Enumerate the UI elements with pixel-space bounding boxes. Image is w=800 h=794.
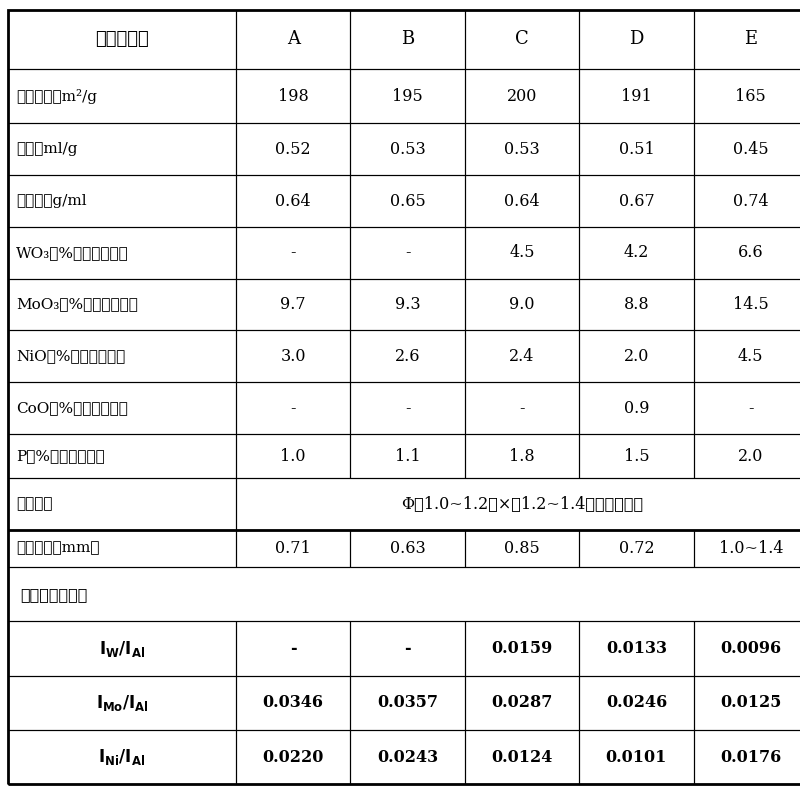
Text: 3.0: 3.0 [281, 348, 306, 365]
Text: $\mathbf{I_{Mo}/I_{Al}}$: $\mathbf{I_{Mo}/I_{Al}}$ [95, 693, 149, 713]
Text: 1.1: 1.1 [394, 448, 421, 464]
Text: 催化剂编号: 催化剂编号 [95, 30, 149, 48]
Text: -: - [290, 245, 296, 261]
Text: -: - [519, 399, 525, 417]
Text: 0.52: 0.52 [275, 141, 311, 158]
Text: 孔容，ml/g: 孔容，ml/g [16, 142, 78, 156]
Text: 8.8: 8.8 [623, 296, 650, 313]
Text: 壳层厚度（mm）: 壳层厚度（mm） [16, 542, 99, 556]
Text: 6.6: 6.6 [738, 245, 764, 261]
Text: B: B [401, 30, 414, 48]
Text: 0.53: 0.53 [390, 141, 426, 158]
Text: -: - [290, 399, 296, 417]
Text: 0.65: 0.65 [390, 193, 426, 210]
Text: 9.3: 9.3 [394, 296, 421, 313]
Text: D: D [630, 30, 643, 48]
Text: 0.0357: 0.0357 [377, 695, 438, 711]
Text: NiO，%（质量分数）: NiO，%（质量分数） [16, 349, 126, 364]
Text: 14.5: 14.5 [733, 296, 769, 313]
Text: -: - [405, 399, 410, 417]
Text: $\mathbf{I_{Ni}/I_{Al}}$: $\mathbf{I_{Ni}/I_{Al}}$ [98, 747, 146, 767]
Text: 0.0346: 0.0346 [262, 695, 324, 711]
Text: $\mathbf{I_{W}/I_{Al}}$: $\mathbf{I_{W}/I_{Al}}$ [99, 638, 145, 658]
Text: 1.0: 1.0 [281, 448, 306, 464]
Text: 0.85: 0.85 [504, 540, 540, 557]
Text: E: E [744, 30, 758, 48]
Text: 0.0243: 0.0243 [377, 749, 438, 765]
Text: 0.0133: 0.0133 [606, 640, 667, 657]
Text: 200: 200 [507, 87, 537, 105]
Text: 0.0176: 0.0176 [720, 749, 782, 765]
Text: 0.53: 0.53 [504, 141, 540, 158]
Text: 0.51: 0.51 [618, 141, 654, 158]
Text: Φ（1.0~1.2）×（1.2~1.4）四叶草挤条: Φ（1.0~1.2）×（1.2~1.4）四叶草挤条 [401, 495, 643, 512]
Text: -: - [404, 640, 411, 657]
Text: -: - [748, 399, 754, 417]
Text: 0.67: 0.67 [618, 193, 654, 210]
Text: A: A [286, 30, 300, 48]
Text: -: - [405, 245, 410, 261]
Text: 4.5: 4.5 [738, 348, 763, 365]
Text: 195: 195 [392, 87, 423, 105]
Text: 0.63: 0.63 [390, 540, 426, 557]
Text: 0.0101: 0.0101 [606, 749, 667, 765]
Text: 0.45: 0.45 [733, 141, 769, 158]
Text: -: - [290, 640, 297, 657]
Text: 2.4: 2.4 [510, 348, 534, 365]
Text: WO₃，%（质量分数）: WO₃，%（质量分数） [16, 246, 129, 260]
Text: MoO₃，%（质量分数）: MoO₃，%（质量分数） [16, 298, 138, 311]
Text: 9.0: 9.0 [510, 296, 534, 313]
Text: 0.9: 0.9 [624, 399, 649, 417]
Text: P，%（质量分数）: P，%（质量分数） [16, 449, 105, 463]
Text: 0.0125: 0.0125 [720, 695, 782, 711]
Text: 0.0246: 0.0246 [606, 695, 667, 711]
Text: 0.74: 0.74 [733, 193, 769, 210]
Text: 0.0159: 0.0159 [491, 640, 553, 657]
Text: 0.72: 0.72 [618, 540, 654, 557]
Text: 2.6: 2.6 [395, 348, 420, 365]
Text: 4.5: 4.5 [510, 245, 534, 261]
Text: 比表面积，m²/g: 比表面积，m²/g [16, 89, 97, 104]
Text: 1.0~1.4: 1.0~1.4 [718, 540, 783, 557]
Text: 0.0124: 0.0124 [491, 749, 553, 765]
Text: 1.8: 1.8 [509, 448, 535, 464]
Text: 0.0287: 0.0287 [491, 695, 553, 711]
Text: 9.7: 9.7 [280, 296, 306, 313]
Text: 堆密度，g/ml: 堆密度，g/ml [16, 194, 86, 208]
Text: 活性金属分散度: 活性金属分散度 [20, 586, 87, 603]
Text: CoO，%（质量分数）: CoO，%（质量分数） [16, 401, 128, 415]
Text: 4.2: 4.2 [624, 245, 649, 261]
Text: 165: 165 [735, 87, 766, 105]
Text: 0.0220: 0.0220 [262, 749, 324, 765]
Text: 2.0: 2.0 [624, 348, 649, 365]
Text: 0.0096: 0.0096 [720, 640, 782, 657]
Text: 1.5: 1.5 [623, 448, 650, 464]
Text: 0.64: 0.64 [275, 193, 311, 210]
Text: 0.64: 0.64 [504, 193, 540, 210]
Text: 2.0: 2.0 [738, 448, 763, 464]
Text: C: C [515, 30, 529, 48]
Text: 191: 191 [621, 87, 652, 105]
Text: 198: 198 [278, 87, 309, 105]
Text: 0.71: 0.71 [275, 540, 311, 557]
Text: 外观尺寸: 外观尺寸 [16, 497, 53, 511]
